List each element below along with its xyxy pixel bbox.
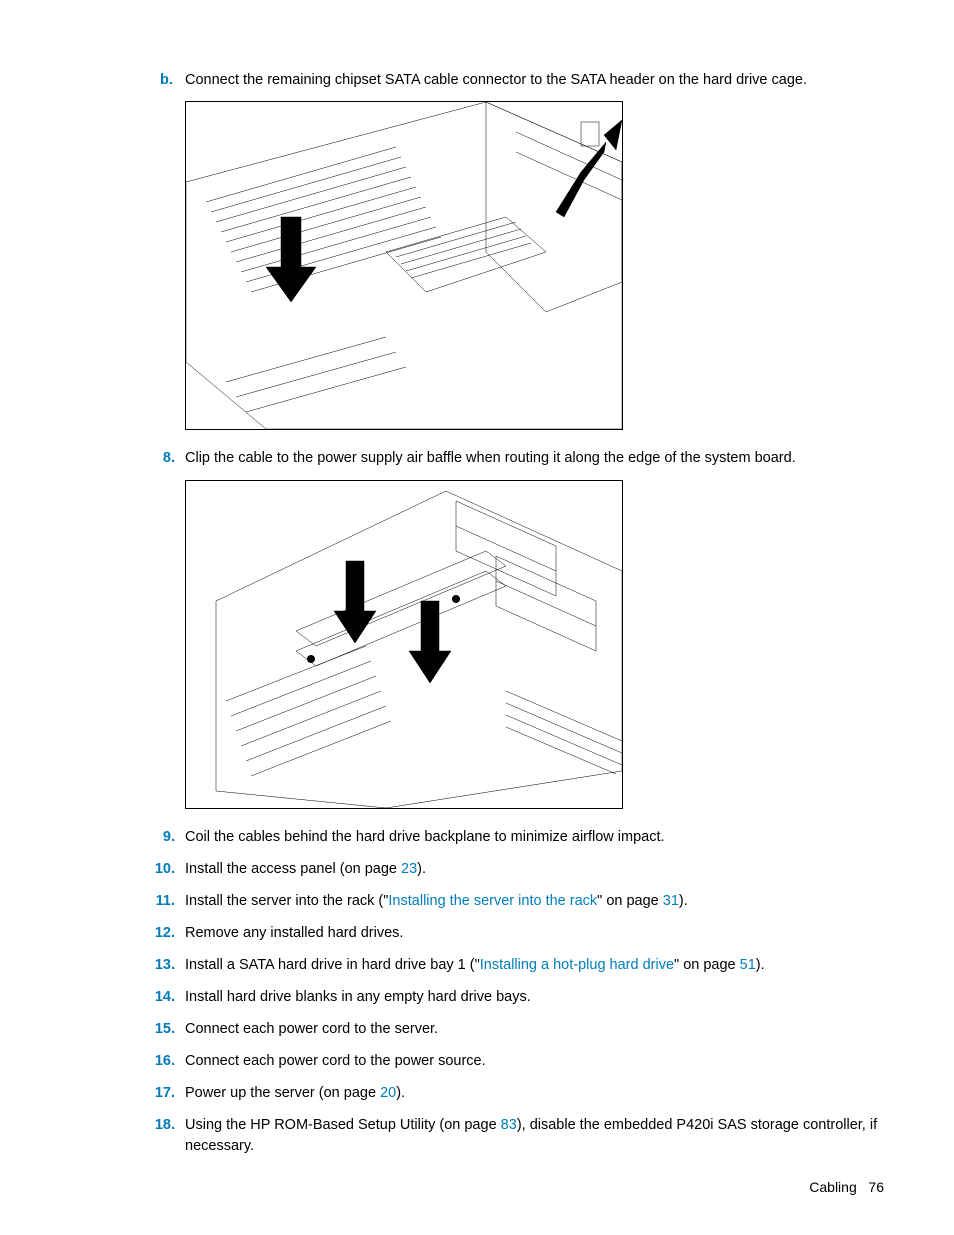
step-text-post: ).	[756, 957, 765, 973]
step-number: 16.	[143, 1051, 175, 1072]
step-number: 12.	[143, 923, 175, 944]
step-12: 12.Remove any installed hard drives.	[185, 923, 884, 944]
page-link-51[interactable]: 51	[740, 957, 756, 973]
step-number: 14.	[143, 987, 175, 1008]
substep-text: Connect the remaining chipset SATA cable…	[185, 72, 807, 88]
step-15: 15.Connect each power cord to the server…	[185, 1019, 884, 1040]
step-text-pre: Install the access panel (on page	[185, 861, 401, 877]
step-text: Install hard drive blanks in any empty h…	[185, 989, 531, 1005]
step-text-pre: Using the HP ROM-Based Setup Utility (on…	[185, 1117, 501, 1133]
substep-label: b.	[160, 70, 185, 91]
substep-b: b.Connect the remaining chipset SATA cab…	[185, 70, 884, 91]
step-11: 11.Install the server into the rack ("In…	[185, 891, 884, 912]
figure-sata-header	[185, 101, 623, 430]
footer-page-number: 76	[868, 1179, 884, 1195]
step-text-post: ).	[396, 1085, 405, 1101]
document-page: b.Connect the remaining chipset SATA cab…	[0, 0, 954, 1235]
step-text: Coil the cables behind the hard drive ba…	[185, 829, 665, 845]
step-number: 11.	[143, 891, 175, 912]
xref-hotplug-drive[interactable]: Installing a hot-plug hard drive	[480, 957, 674, 973]
step-text-pre: Install a SATA hard drive in hard drive …	[185, 957, 480, 973]
step-text-mid: " on page	[674, 957, 740, 973]
step-number: 9.	[143, 827, 175, 848]
step-text-mid: " on page	[597, 893, 663, 909]
step-8: 8.Clip the cable to the power supply air…	[185, 448, 884, 469]
page-link-20[interactable]: 20	[380, 1085, 396, 1101]
step-16: 16.Connect each power cord to the power …	[185, 1051, 884, 1072]
diagram-1-svg	[186, 102, 622, 429]
page-link-23[interactable]: 23	[401, 861, 417, 877]
step-number: 8.	[143, 448, 175, 469]
step-text-post: ).	[417, 861, 426, 877]
step-text: Connect each power cord to the server.	[185, 1021, 438, 1037]
step-text-post: ).	[679, 893, 688, 909]
step-number: 15.	[143, 1019, 175, 1040]
step-number: 10.	[143, 859, 175, 880]
step-number: 18.	[143, 1115, 175, 1136]
step-17: 17.Power up the server (on page 20).	[185, 1083, 884, 1104]
step-text-pre: Power up the server (on page	[185, 1085, 380, 1101]
step-number: 17.	[143, 1083, 175, 1104]
xref-installing-rack[interactable]: Installing the server into the rack	[388, 893, 597, 909]
step-text: Connect each power cord to the power sou…	[185, 1053, 486, 1069]
step-number: 13.	[143, 955, 175, 976]
step-10: 10.Install the access panel (on page 23)…	[185, 859, 884, 880]
step-text-pre: Install the server into the rack ("	[185, 893, 388, 909]
figure-air-baffle	[185, 480, 623, 809]
page-link-31[interactable]: 31	[663, 893, 679, 909]
step-text: Remove any installed hard drives.	[185, 925, 403, 941]
page-footer: Cabling 76	[809, 1179, 884, 1195]
step-18: 18.Using the HP ROM-Based Setup Utility …	[185, 1115, 884, 1157]
page-link-83[interactable]: 83	[501, 1117, 517, 1133]
diagram-2-svg	[186, 481, 622, 808]
step-14: 14.Install hard drive blanks in any empt…	[185, 987, 884, 1008]
step-13: 13.Install a SATA hard drive in hard dri…	[185, 955, 884, 976]
step-9: 9.Coil the cables behind the hard drive …	[185, 827, 884, 848]
step-text: Clip the cable to the power supply air b…	[185, 450, 796, 466]
footer-section: Cabling	[809, 1179, 856, 1195]
